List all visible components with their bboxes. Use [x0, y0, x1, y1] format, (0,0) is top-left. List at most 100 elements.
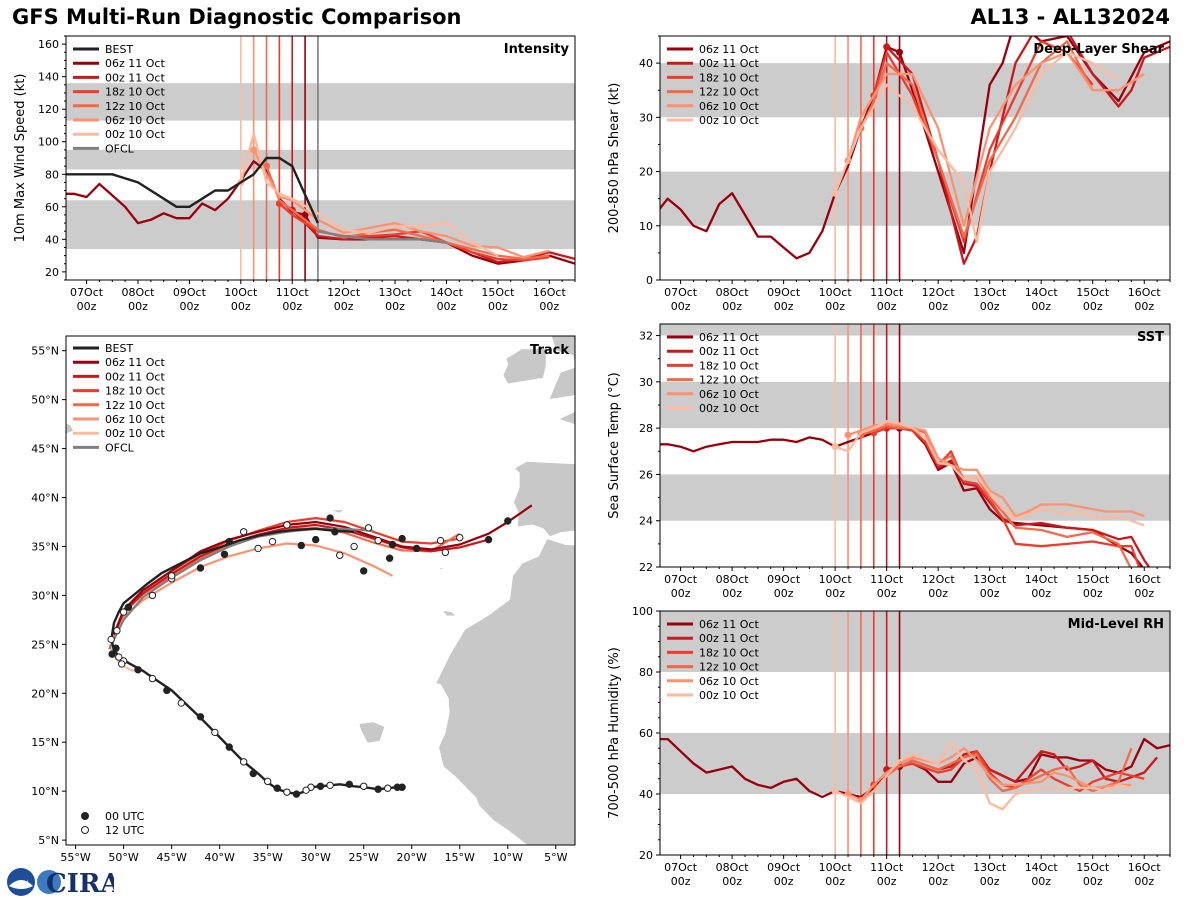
rh-xtick-sublabel: 00z [1031, 875, 1051, 888]
shear-xtick-label: 10Oct [819, 286, 853, 299]
shear-xtick-sublabel: 00z [1031, 300, 1051, 313]
sst-xtick-label: 11Oct [870, 573, 904, 586]
intensity-xtick-sublabel: 00z [180, 300, 200, 313]
track-legend-label: BEST [105, 342, 133, 355]
shear-ylabel: 200-850 hPa Shear (kt) [607, 83, 622, 234]
shear-legend-label: 00z 11 Oct [699, 57, 759, 70]
intensity-xtick-sublabel: 00z [488, 300, 508, 313]
track-marker-12utc [115, 653, 123, 661]
intensity-ytick-label: 40 [45, 233, 59, 246]
track-marker-00utc [388, 540, 397, 549]
rh-legend-label: 06z 10 Oct [699, 675, 759, 688]
track-marker-00utc [108, 650, 116, 658]
track-marker-12utc [254, 544, 262, 553]
rh-xtick-label: 08Oct [716, 861, 750, 874]
track-marker-12utc [336, 551, 344, 559]
intensity-legend-label: BEST [105, 43, 133, 56]
panel-shear: 01020304007Oct00z08Oct00z09Oct00z10Oct00… [607, 35, 1171, 313]
intensity-ytick-label: 140 [38, 71, 59, 84]
rh-xtick-label: 09Oct [767, 861, 801, 874]
intensity-plot-area [66, 36, 575, 280]
sst-xtick-label: 16Oct [1128, 573, 1162, 586]
rh-ytick-label: 60 [639, 727, 653, 740]
shear-xtick-label: 14Oct [1025, 286, 1059, 299]
shear-series-r00z11 [885, 36, 1170, 265]
track-marker-12utc [364, 524, 373, 532]
track-marker-12utc [148, 674, 157, 683]
sst-legend-label: 12z 10 Oct [699, 374, 759, 387]
shear-xtick-sublabel: 00z [774, 300, 794, 313]
madeira-island [437, 566, 445, 571]
track-marker-12utc [436, 536, 445, 545]
rh-legend-label: 12z 10 Oct [699, 661, 759, 674]
shear-axes-frame [659, 35, 1171, 281]
intensity-xtick-sublabel: 00z [231, 300, 251, 313]
track-xtick-label: 30°W [301, 851, 331, 864]
track-marker-12utc [107, 635, 115, 644]
track-ytick-label: 55°N [31, 345, 59, 358]
track-ytick-label: 35°N [31, 540, 59, 553]
intensity-ytick-label: 60 [45, 201, 59, 214]
sst-ytick-label: 22 [639, 561, 653, 574]
noaa-wave-icon [9, 880, 33, 889]
track-ytick-label: 5°N [38, 834, 59, 847]
rh-legend-label: 00z 10 Oct [699, 689, 759, 702]
track-marker-12utc [326, 781, 334, 789]
cira-logo: CIRA CSU [7, 868, 114, 898]
intensity-xtick-label: 07Oct [70, 286, 104, 299]
sst-xtick-sublabel: 00z [1031, 587, 1051, 600]
intensity-series-r06z10 [252, 149, 550, 259]
track-marker-00utc [273, 784, 281, 792]
sst-legend-label: 06z 11 Oct [699, 331, 759, 344]
track-ytick-label: 25°N [31, 638, 59, 651]
shear-ytick-label: 40 [639, 57, 653, 70]
rh-series-r18z10 [873, 750, 1145, 793]
rh-xtick-label: 16Oct [1128, 861, 1162, 874]
shear-xtick-sublabel: 00z [1083, 300, 1103, 313]
track-ytick-label: 30°N [31, 589, 59, 602]
intensity-xtick-label: 11Oct [276, 286, 310, 299]
canary-islands [441, 609, 457, 617]
sst-xtick-sublabel: 00z [825, 587, 845, 600]
sst-xtick-sublabel: 00z [722, 587, 742, 600]
track-xtick-label: 5°W [544, 851, 567, 864]
track-marker-00utc [112, 644, 120, 652]
intensity-threshold-band [66, 83, 575, 121]
intensity-xtick-label: 10Oct [224, 286, 258, 299]
intensity-xtick-sublabel: 00z [282, 300, 302, 313]
rh-xtick-sublabel: 00z [980, 875, 1000, 888]
sst-xtick-sublabel: 00z [671, 587, 691, 600]
rh-legend-label: 00z 11 Oct [699, 632, 759, 645]
shear-ytick-label: 10 [639, 220, 653, 233]
rh-xtick-sublabel: 00z [671, 875, 691, 888]
rh-xtick-label: 12Oct [922, 861, 956, 874]
storm-id-title: AL13 - AL132024 [970, 5, 1171, 29]
track-marker-12utc [118, 660, 126, 668]
britain-landmass [548, 336, 575, 401]
intensity-init-point-r06z10 [250, 146, 258, 154]
panel-intensity: 2040608010012014016007Oct00z08Oct00z09Oc… [13, 35, 576, 313]
track-marker-00utc [134, 666, 142, 674]
intensity-xtick-label: 13Oct [379, 286, 413, 299]
sst-series-r00z10 [834, 420, 1145, 527]
sst-xtick-sublabel: 00z [928, 587, 948, 600]
intensity-xtick-label: 09Oct [173, 286, 207, 299]
track-marker-00utc [398, 534, 406, 543]
track-marker-12utc [177, 699, 185, 707]
intensity-legend-label: 06z 10 Oct [105, 114, 165, 127]
intensity-threshold-band [66, 200, 575, 250]
track-map-area [66, 336, 575, 845]
track-xtick-label: 15°W [445, 851, 475, 864]
shear-xtick-label: 11Oct [870, 286, 904, 299]
sst-plot-area [660, 324, 1170, 567]
track-marker-12utc [350, 542, 358, 551]
track-marker-12utc [268, 537, 277, 546]
intensity-xtick-label: 14Oct [430, 286, 464, 299]
intensity-ytick-label: 80 [45, 168, 59, 181]
track-marker-12utc [263, 777, 272, 786]
shear-xtick-sublabel: 00z [722, 300, 742, 313]
track-marker-12utc [456, 533, 464, 542]
track-xtick-label: 25°W [349, 851, 379, 864]
sst-ylabel: Sea Surface Temp (°C) [607, 372, 622, 519]
